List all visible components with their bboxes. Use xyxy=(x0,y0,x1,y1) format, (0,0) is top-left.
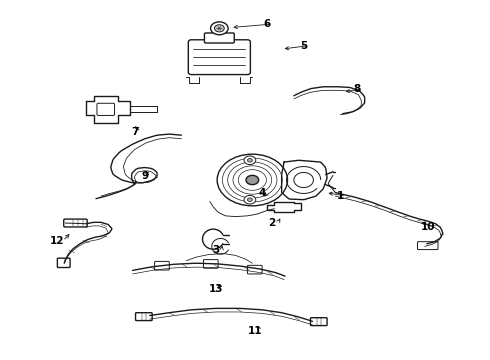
FancyBboxPatch shape xyxy=(311,318,327,325)
Text: 4: 4 xyxy=(258,188,266,198)
Circle shape xyxy=(246,175,259,185)
Text: 6: 6 xyxy=(263,19,270,29)
Text: 2: 2 xyxy=(268,218,275,228)
Text: 7: 7 xyxy=(131,127,139,136)
FancyBboxPatch shape xyxy=(64,219,87,227)
Circle shape xyxy=(215,25,224,32)
Text: 10: 10 xyxy=(421,222,436,231)
FancyBboxPatch shape xyxy=(188,40,250,75)
FancyBboxPatch shape xyxy=(57,258,70,267)
Text: 8: 8 xyxy=(354,84,361,94)
FancyBboxPatch shape xyxy=(417,242,438,249)
Text: 11: 11 xyxy=(247,325,262,336)
Text: 9: 9 xyxy=(141,171,148,181)
Circle shape xyxy=(247,158,252,162)
Text: 12: 12 xyxy=(49,236,64,246)
Text: 13: 13 xyxy=(208,284,223,294)
FancyBboxPatch shape xyxy=(136,313,152,320)
FancyBboxPatch shape xyxy=(203,260,218,268)
Text: 1: 1 xyxy=(337,191,344,201)
Circle shape xyxy=(247,198,252,202)
FancyBboxPatch shape xyxy=(247,265,262,274)
FancyBboxPatch shape xyxy=(97,103,115,116)
Circle shape xyxy=(211,22,228,35)
Text: 5: 5 xyxy=(300,41,307,50)
Circle shape xyxy=(244,156,256,165)
Circle shape xyxy=(244,195,256,204)
FancyBboxPatch shape xyxy=(155,261,169,270)
FancyBboxPatch shape xyxy=(204,33,234,43)
Text: 3: 3 xyxy=(212,245,220,255)
Circle shape xyxy=(217,154,288,206)
